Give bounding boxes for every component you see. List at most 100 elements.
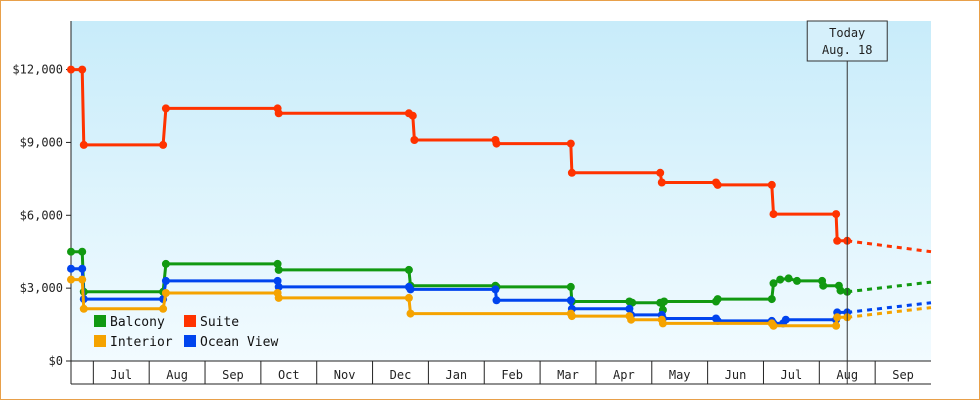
series-point-balcony bbox=[784, 274, 793, 283]
series-point-ocean-view bbox=[406, 285, 415, 294]
x-tick-label: Dec bbox=[390, 368, 412, 382]
x-tick-label: Jul bbox=[781, 368, 803, 382]
series-point-interior bbox=[406, 309, 415, 318]
series-point-ocean-view bbox=[78, 264, 87, 273]
legend-label-suite: Suite bbox=[200, 315, 239, 330]
series-lines bbox=[67, 65, 932, 330]
series-forecast-balcony bbox=[847, 280, 932, 294]
series-point-suite bbox=[79, 140, 88, 149]
series-point-ocean-view bbox=[566, 296, 575, 305]
series-point-suite bbox=[769, 210, 778, 219]
series-point-interior bbox=[832, 321, 841, 330]
series-point-ocean-view bbox=[274, 282, 283, 291]
x-axis: Jul Aug Sep Oct Nov Dec Jan Feb Mar Apr May Jun Jul A… bbox=[71, 360, 931, 385]
series-point-suite bbox=[713, 180, 722, 189]
series-point-suite bbox=[657, 178, 666, 187]
today-date: Aug. 18 bbox=[822, 43, 873, 57]
y-tick-label: $6,000 bbox=[20, 208, 63, 222]
series-point-ocean-view bbox=[273, 276, 282, 285]
today-box bbox=[806, 20, 888, 62]
series-point-suite bbox=[78, 65, 87, 74]
series-point-interior bbox=[627, 315, 636, 324]
series-point-balcony bbox=[566, 282, 575, 291]
series-point-suite bbox=[408, 111, 417, 120]
x-tick-label: Jul bbox=[110, 368, 132, 382]
x-tick-label: Jan bbox=[445, 368, 467, 382]
series-point-interior bbox=[658, 319, 667, 328]
series-point-suite bbox=[161, 104, 170, 113]
series-point-ocean-view bbox=[625, 304, 634, 313]
series-point-balcony bbox=[161, 259, 170, 268]
series-point-balcony bbox=[273, 259, 282, 268]
legend-label-ocean-view: Ocean View bbox=[200, 335, 278, 350]
series-point-balcony bbox=[713, 295, 722, 304]
series-point-suite bbox=[832, 210, 841, 219]
x-tick-label: Jun bbox=[725, 368, 747, 382]
series-point-suite bbox=[159, 140, 168, 149]
legend-label-balcony: Balcony bbox=[110, 315, 165, 330]
series-line-balcony bbox=[71, 250, 848, 312]
legend-swatch-interior bbox=[94, 335, 106, 347]
series-point-balcony bbox=[767, 295, 776, 304]
x-tick-label: Oct bbox=[278, 368, 300, 382]
series-point-interior bbox=[833, 313, 842, 322]
series-point-suite bbox=[274, 109, 283, 118]
series-point-interior bbox=[769, 321, 778, 330]
series-point-interior bbox=[274, 293, 283, 302]
x-tick-label: Feb bbox=[501, 368, 523, 382]
series-point-suite bbox=[410, 136, 419, 144]
y-tick-label: $9,000 bbox=[20, 135, 63, 149]
series-point-balcony bbox=[793, 276, 801, 285]
series-point-balcony bbox=[776, 275, 785, 284]
today-marker: Today Aug. 18 bbox=[806, 20, 888, 384]
legend-swatch-ocean-view bbox=[184, 335, 196, 347]
x-tick-label: Sep bbox=[892, 368, 914, 382]
series-point-interior bbox=[79, 304, 88, 313]
series-point-balcony bbox=[628, 298, 637, 307]
series-point-suite bbox=[492, 139, 501, 148]
series-point-ocean-view bbox=[781, 315, 790, 324]
legend: Balcony Suite Interior Ocean View bbox=[94, 315, 278, 350]
series-point-balcony bbox=[819, 281, 828, 290]
legend-label-interior: Interior bbox=[110, 335, 173, 350]
x-tick-label: Aug bbox=[166, 368, 188, 382]
y-axis: $0 $3,000 $6,000 $9,000 $12,000 bbox=[12, 21, 72, 384]
series-point-balcony bbox=[67, 247, 75, 256]
series-point-interior bbox=[159, 304, 168, 313]
series-point-balcony bbox=[78, 247, 87, 256]
x-tick-label: Apr bbox=[613, 368, 635, 382]
series-point-balcony bbox=[836, 286, 845, 295]
series-point-suite bbox=[833, 236, 842, 245]
plot-background bbox=[71, 21, 931, 361]
series-point-interior bbox=[67, 275, 75, 284]
series-point-ocean-view bbox=[161, 276, 170, 285]
series-point-interior bbox=[567, 312, 576, 321]
series-point-suite bbox=[67, 65, 75, 74]
series-forecast-ocean-view bbox=[847, 301, 932, 314]
series-point-suite bbox=[767, 180, 776, 189]
legend-swatch-suite bbox=[184, 315, 196, 327]
series-point-interior bbox=[78, 275, 87, 284]
x-tick-label: Sep bbox=[222, 368, 244, 382]
series-point-balcony bbox=[404, 265, 413, 274]
series-forecast-suite bbox=[847, 239, 932, 254]
series-point-balcony bbox=[769, 279, 778, 288]
series-point-ocean-view bbox=[491, 285, 500, 294]
series-point-suite bbox=[656, 168, 665, 177]
series-forecast-interior bbox=[847, 306, 932, 319]
series-point-interior bbox=[161, 289, 170, 297]
series-point-balcony bbox=[274, 265, 283, 274]
y-tick-label: $12,000 bbox=[12, 63, 63, 77]
today-label: Today bbox=[829, 26, 865, 40]
y-tick-label: $3,000 bbox=[20, 281, 63, 295]
x-tick-label: Mar bbox=[557, 368, 579, 382]
series-point-ocean-view bbox=[492, 296, 501, 305]
x-tick-label: May bbox=[669, 368, 691, 382]
series-point-ocean-view bbox=[67, 264, 75, 273]
y-tick-label: $0 bbox=[49, 354, 63, 368]
x-tick-label: Nov bbox=[334, 368, 356, 382]
series-point-suite bbox=[566, 139, 575, 148]
series-point-suite bbox=[567, 168, 576, 177]
